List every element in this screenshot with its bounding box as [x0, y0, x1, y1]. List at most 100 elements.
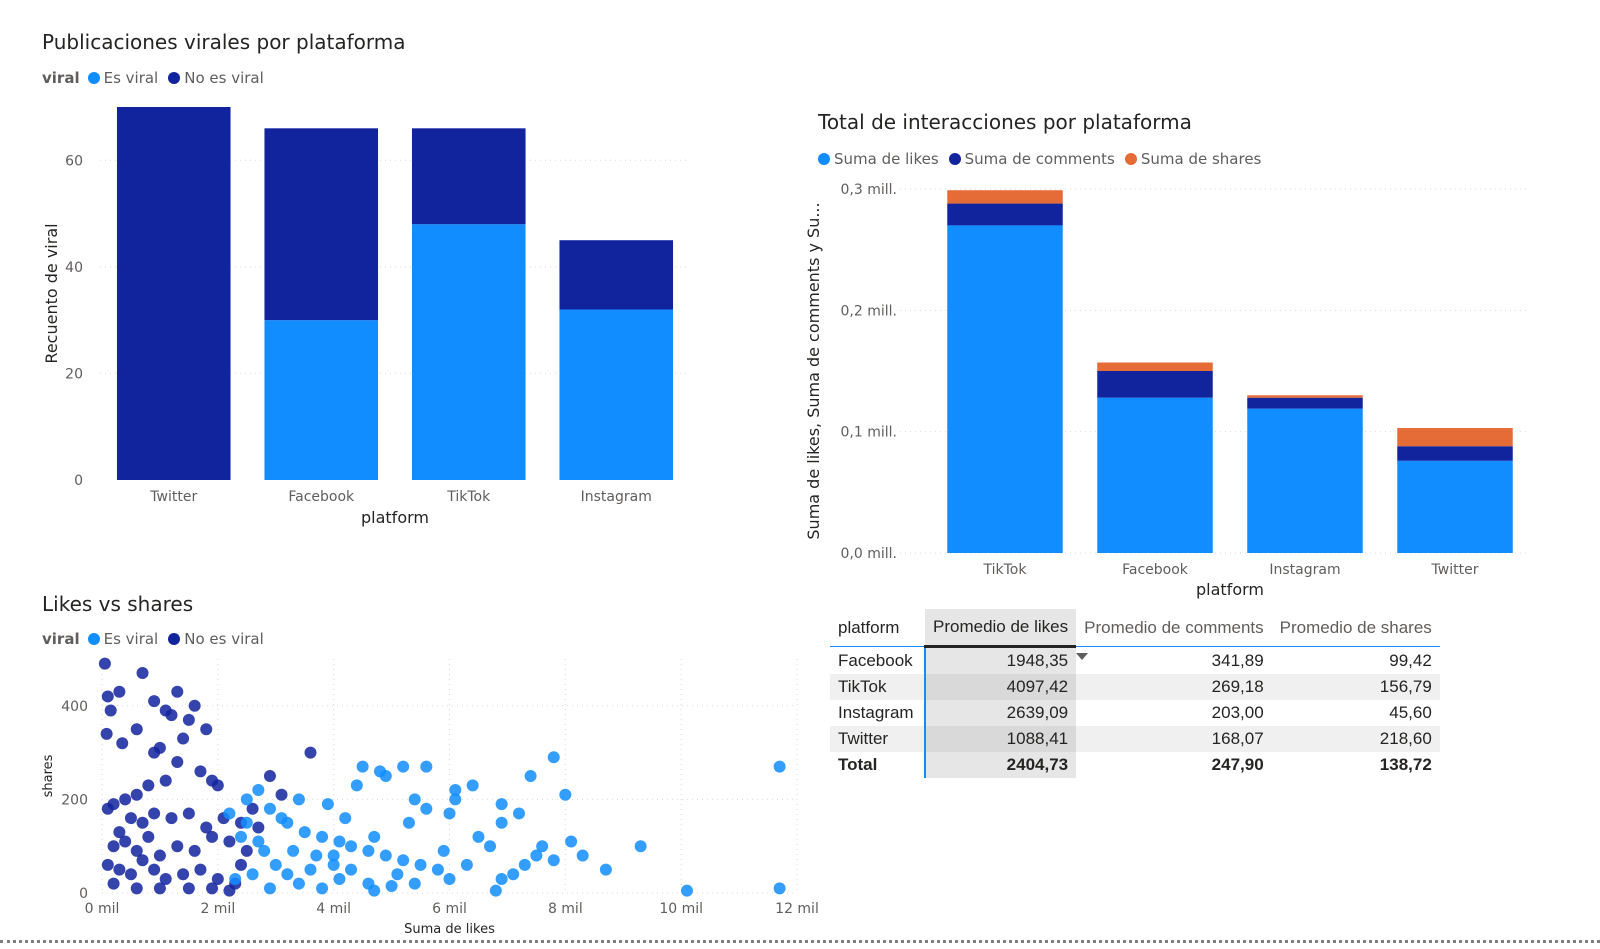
column-header-promedio-likes[interactable]: Promedio de likes [925, 609, 1077, 648]
scatter-point-es-viral [495, 798, 508, 811]
scatter-point-no-es-viral [124, 812, 137, 825]
scatter-point-es-viral [599, 863, 612, 876]
x-tick-label: 2 mil [200, 901, 235, 917]
scatter-point-es-viral [345, 863, 358, 876]
y-tick-label: 60 [65, 153, 83, 169]
cell-shares: 45,60 [1389, 703, 1432, 722]
bar-suma-de-shares-facebook [1097, 362, 1213, 371]
bar-no-es-viral-instagram [559, 240, 674, 310]
scatter-point-es-viral [547, 854, 560, 867]
scatter-point-no-es-viral [246, 802, 259, 815]
legend-label-suma-comments: Suma de comments [964, 150, 1115, 168]
scatter-point-es-viral [287, 844, 300, 857]
scatter-point-no-es-viral [136, 816, 149, 829]
column-header-platform[interactable]: platform [838, 617, 900, 637]
page-bottom-divider [0, 940, 1600, 943]
chart2-legend: Suma de likes Suma de comments Suma de s… [818, 150, 1271, 168]
scatter-point-no-es-viral [223, 835, 236, 848]
table-row[interactable]: TikTok 4097,42 269,18 156,79 [830, 674, 1440, 700]
bar-suma-de-likes-instagram [1247, 408, 1363, 553]
chart1-legend: viral Es viral No es viral [42, 69, 274, 87]
y-tick-label: 0,1 mill. [841, 425, 897, 441]
y-tick-label: 0,3 mill. [841, 182, 897, 198]
scatter-point-es-viral [379, 770, 392, 782]
scatter-point-es-viral [345, 840, 358, 853]
chart2-svg: 0,0 mill. 0,1 mill. 0,2 mill. 0,3 mill. TikT… [804, 182, 1530, 599]
scatter-point-no-es-viral [136, 667, 149, 680]
cell-likes: 1948,35 [925, 646, 1077, 674]
y-tick-label: 20 [65, 366, 83, 382]
cell-comments: 341,89 [1211, 650, 1264, 670]
bar-suma-de-shares-tiktok [947, 190, 1063, 204]
scatter-point-no-es-viral [304, 746, 317, 759]
legend-label-es-viral: Es viral [103, 69, 159, 87]
table-header-row: platform Promedio de likes Promedio de c… [830, 609, 1440, 660]
scatter-point-es-viral [443, 807, 456, 820]
scatter-point-es-viral [773, 760, 786, 773]
scatter-point-es-viral [431, 863, 444, 876]
scatter-point-no-es-viral [194, 765, 207, 778]
scatter-point-es-viral [495, 816, 508, 829]
scatter-point-no-es-viral [194, 863, 207, 876]
legend-item-suma-likes[interactable]: Suma de likes [818, 150, 939, 168]
cell-likes: 4097,42 [925, 674, 1077, 700]
scatter-point-es-viral [402, 816, 415, 829]
scatter-point-es-viral [680, 884, 693, 897]
scatter-point-es-viral [437, 844, 450, 857]
scatter-point-es-viral [414, 858, 427, 871]
scatter-point-es-viral [559, 788, 572, 801]
column-header-promedio-shares[interactable]: Promedio de shares [1279, 617, 1432, 637]
column-header-promedio-comments[interactable]: Promedio de comments [1076, 609, 1272, 660]
legend-dot-suma-shares [1124, 153, 1137, 165]
scatter-point-no-es-viral [206, 774, 219, 787]
x-tick-label: 6 mil [432, 901, 467, 917]
bar-suma-de-likes-facebook [1097, 397, 1213, 553]
x-tick-label: TikTok [983, 562, 1028, 578]
table-row[interactable]: Twitter 1088,41 168,07 218,60 [830, 726, 1440, 752]
bar-es-viral-facebook [264, 320, 379, 480]
scatter-point-no-es-viral [211, 872, 224, 885]
scatter-point-no-es-viral [165, 709, 178, 722]
legend-item-es-viral[interactable]: Es viral [87, 630, 158, 648]
y-axis-title: Recuento de viral [42, 223, 61, 363]
y-axis-title: shares [41, 754, 56, 797]
x-tick-label: Twitter [149, 489, 197, 505]
scatter-point-es-viral [316, 830, 329, 843]
scatter-point-es-viral [576, 849, 589, 862]
legend-dot-suma-comments [948, 153, 961, 165]
bar-es-viral-tiktok [411, 224, 526, 480]
legend-item-suma-shares[interactable]: Suma de shares [1124, 150, 1261, 168]
chart3-legend: viral Es viral No es viral [42, 630, 274, 648]
scatter-point-no-es-viral [188, 699, 201, 712]
scatter-point-no-es-viral [148, 807, 161, 820]
scatter-point-es-viral [391, 868, 404, 881]
cell-platform: Instagram [830, 700, 926, 726]
legend-dot-es-viral [87, 633, 100, 645]
scatter-point-es-viral [495, 872, 508, 885]
scatter-point-es-viral [443, 872, 456, 885]
legend-item-no-es-viral[interactable]: No es viral [168, 69, 264, 87]
legend-item-suma-comments[interactable]: Suma de comments [948, 150, 1115, 168]
scatter-point-es-viral [327, 849, 340, 862]
cell-shares: 156,79 [1271, 674, 1440, 700]
column-header-promedio-likes-label: Promedio de likes [933, 617, 1069, 636]
table-row[interactable]: Facebook 1948,35 341,89 99,42 [830, 646, 1440, 674]
scatter-point-es-viral [298, 826, 311, 839]
scatter-point-no-es-viral [275, 788, 288, 801]
scatter-point-no-es-viral [124, 868, 137, 881]
scatter-point-no-es-viral [159, 872, 172, 885]
scatter-point-no-es-viral [119, 835, 132, 848]
scatter-point-no-es-viral [188, 844, 201, 857]
legend-dot-es-viral [87, 72, 100, 84]
scatter-point-es-viral [449, 793, 462, 806]
scatter-point-es-viral [316, 882, 329, 895]
scatter-point-no-es-viral [171, 840, 184, 853]
legend-item-no-es-viral[interactable]: No es viral [168, 630, 264, 648]
scatter-point-es-viral [327, 858, 340, 871]
scatter-point-es-viral [333, 872, 346, 885]
chart3-svg: 0 200 400 0 mil 2 mil 4 mil 6 mil 8 mil 10 mil 12… [41, 657, 819, 937]
legend-item-es-viral[interactable]: Es viral [87, 69, 159, 87]
table-row[interactable]: Instagram 2639,09 203,00 45,60 [830, 700, 1440, 726]
x-tick-label: Instagram [1269, 562, 1340, 578]
scatter-point-no-es-viral [130, 788, 143, 801]
